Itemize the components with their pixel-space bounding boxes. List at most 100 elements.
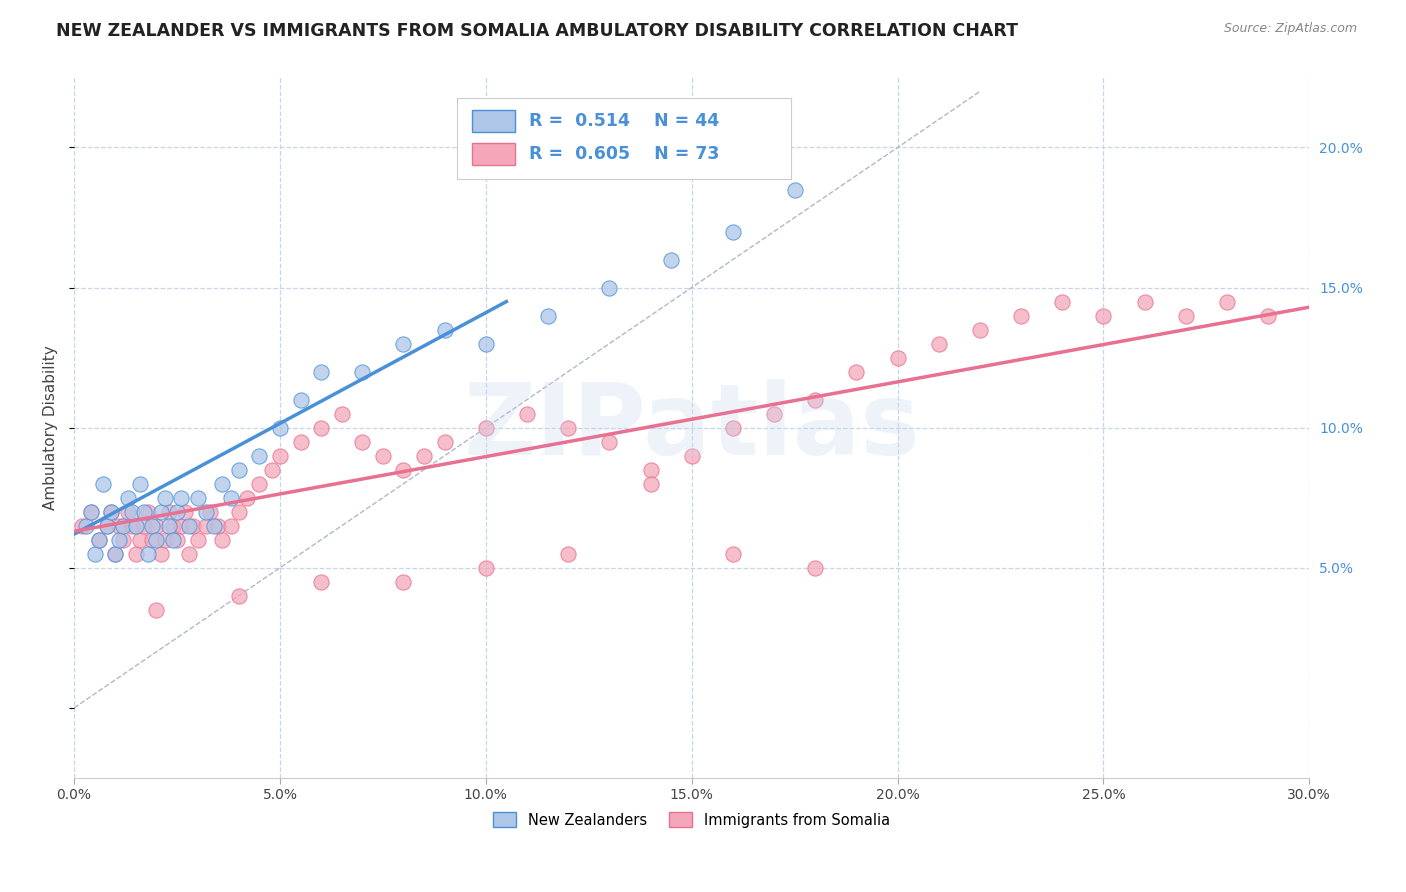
- Point: [141, 533, 163, 547]
- Point: [1133, 294, 1156, 309]
- Point: [1052, 294, 1074, 309]
- Point: [91, 476, 114, 491]
- Point: [145, 603, 167, 617]
- Point: [187, 491, 209, 505]
- Point: [886, 351, 908, 365]
- Point: [104, 547, 127, 561]
- Point: [170, 491, 193, 505]
- Point: [108, 533, 131, 547]
- Point: [145, 518, 167, 533]
- Point: [198, 505, 221, 519]
- Point: [121, 505, 143, 519]
- Point: [211, 476, 233, 491]
- Point: [72, 518, 94, 533]
- Point: [83, 547, 105, 561]
- Point: [433, 323, 456, 337]
- Point: [721, 547, 744, 561]
- Point: [247, 449, 270, 463]
- Point: [96, 518, 118, 533]
- Point: [928, 336, 950, 351]
- Point: [141, 518, 163, 533]
- Point: [166, 505, 188, 519]
- Point: [179, 518, 201, 533]
- Point: [392, 463, 415, 477]
- Point: [183, 518, 205, 533]
- Point: [162, 518, 184, 533]
- Point: [194, 518, 217, 533]
- Point: [132, 505, 155, 519]
- Point: [125, 547, 148, 561]
- Text: NEW ZEALANDER VS IMMIGRANTS FROM SOMALIA AMBULATORY DISABILITY CORRELATION CHART: NEW ZEALANDER VS IMMIGRANTS FROM SOMALIA…: [56, 22, 1018, 40]
- Point: [87, 533, 110, 547]
- Point: [269, 449, 291, 463]
- Point: [969, 323, 991, 337]
- Point: [845, 365, 868, 379]
- Point: [87, 533, 110, 547]
- Point: [136, 547, 159, 561]
- Point: [330, 407, 353, 421]
- Point: [598, 434, 620, 449]
- Point: [1216, 294, 1239, 309]
- Point: [557, 547, 579, 561]
- Point: [117, 505, 139, 519]
- Text: ZIPatlas: ZIPatlas: [463, 379, 920, 476]
- Point: [153, 491, 176, 505]
- Point: [162, 533, 184, 547]
- Point: [659, 252, 682, 267]
- Point: [1174, 309, 1197, 323]
- Point: [475, 560, 498, 574]
- Point: [681, 449, 703, 463]
- Point: [475, 420, 498, 434]
- Point: [145, 533, 167, 547]
- Point: [1010, 309, 1032, 323]
- Point: [157, 505, 180, 519]
- Point: [1257, 309, 1279, 323]
- Point: [236, 491, 259, 505]
- Point: [763, 407, 786, 421]
- Point: [202, 518, 225, 533]
- Point: [219, 518, 242, 533]
- Point: [260, 463, 283, 477]
- Point: [228, 505, 250, 519]
- Point: [170, 518, 193, 533]
- Point: [136, 505, 159, 519]
- Point: [804, 392, 827, 407]
- Point: [247, 476, 270, 491]
- Point: [179, 547, 201, 561]
- Point: [219, 491, 242, 505]
- Point: [207, 518, 229, 533]
- Point: [174, 505, 197, 519]
- Point: [392, 336, 415, 351]
- Point: [79, 505, 101, 519]
- Point: [721, 420, 744, 434]
- Point: [640, 463, 662, 477]
- Point: [149, 547, 172, 561]
- Point: [132, 518, 155, 533]
- Point: [371, 449, 394, 463]
- Point: [536, 309, 558, 323]
- FancyBboxPatch shape: [472, 143, 515, 165]
- Point: [290, 392, 312, 407]
- Point: [129, 476, 152, 491]
- Y-axis label: Ambulatory Disability: Ambulatory Disability: [44, 345, 58, 510]
- Point: [309, 365, 332, 379]
- Point: [112, 533, 135, 547]
- Point: [269, 420, 291, 434]
- FancyBboxPatch shape: [457, 98, 790, 179]
- Point: [804, 560, 827, 574]
- Point: [640, 476, 662, 491]
- Point: [228, 463, 250, 477]
- Point: [392, 574, 415, 589]
- Point: [79, 505, 101, 519]
- Legend: New Zealanders, Immigrants from Somalia: New Zealanders, Immigrants from Somalia: [488, 806, 896, 834]
- Point: [129, 533, 152, 547]
- Point: [783, 182, 806, 196]
- Point: [211, 533, 233, 547]
- Point: [290, 434, 312, 449]
- Text: R =  0.514    N = 44: R = 0.514 N = 44: [529, 112, 718, 130]
- Point: [117, 491, 139, 505]
- Point: [108, 518, 131, 533]
- Point: [433, 434, 456, 449]
- Point: [187, 533, 209, 547]
- Point: [153, 533, 176, 547]
